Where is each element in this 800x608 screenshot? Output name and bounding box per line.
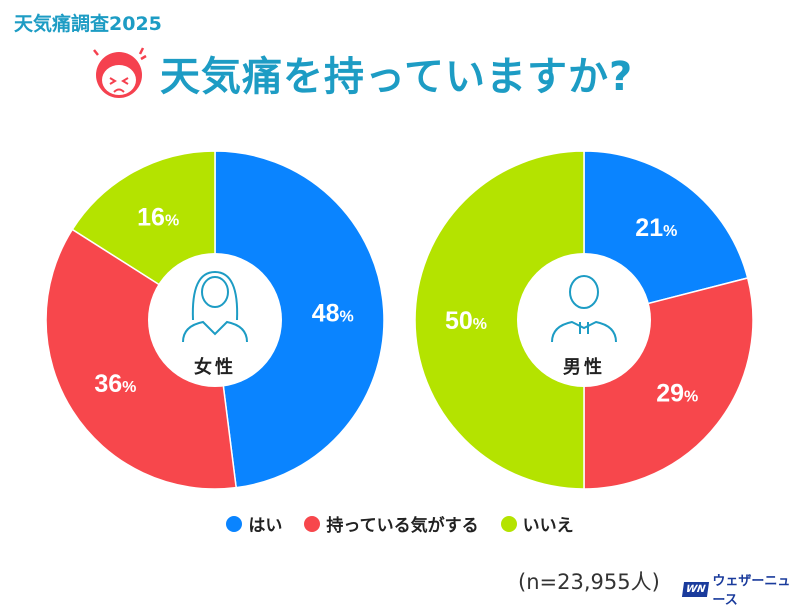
- logo-mark: WN: [681, 581, 710, 597]
- legend-swatch: [226, 515, 243, 532]
- logo-text: ウェザーニュース: [712, 574, 791, 608]
- pie-center-label: 女性: [194, 356, 236, 378]
- page-title: 天気痛を持っていますか?: [160, 54, 634, 100]
- legend-swatch: [304, 515, 321, 532]
- sample-size: (n=23,955人): [518, 570, 660, 594]
- headache-face-icon: [93, 47, 147, 98]
- legend: はい 持っている気がする いいえ: [0, 511, 800, 536]
- male-icon: [551, 275, 617, 343]
- pie-slice: [45, 228, 238, 490]
- female-icon: [182, 270, 248, 343]
- pie-slice: [214, 150, 385, 489]
- legend-item-yes: はい: [226, 511, 282, 536]
- pie-center-label: 男性: [563, 356, 605, 378]
- legend-label: はい: [248, 516, 283, 536]
- legend-item-no: いいえ: [500, 511, 574, 536]
- survey-label: 天気痛調査2025: [14, 13, 162, 35]
- legend-label: 持っている気がする: [326, 516, 479, 536]
- data-label: 36%: [94, 370, 136, 398]
- donut-hole: [517, 253, 651, 387]
- donut-hole: [148, 253, 282, 387]
- legend-item-sometimes: 持っている気がする: [304, 511, 479, 536]
- legend-label: いいえ: [522, 516, 574, 536]
- weathernews-logo: WN ウェザーニュース: [681, 570, 800, 608]
- data-label: 50%: [445, 307, 487, 335]
- legend-swatch: [500, 515, 517, 532]
- pie-slice: [414, 150, 585, 490]
